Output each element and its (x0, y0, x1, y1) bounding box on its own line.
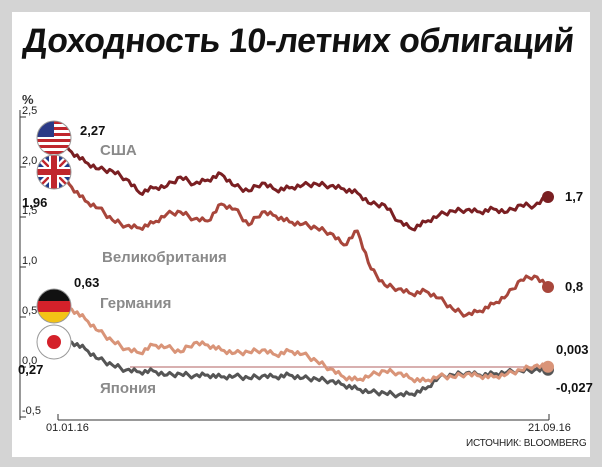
x-start-label: 01.01.16 (46, 422, 89, 434)
series-start-value: 2,27 (80, 123, 105, 138)
y-tick-label: 0,0 (22, 355, 37, 367)
series-start-value: 1,96 (22, 195, 47, 210)
x-end-label: 21.09.16 (528, 422, 571, 434)
series-end-point (542, 191, 554, 203)
series-start-value: 0,27 (18, 362, 43, 377)
uk-flag-icon (36, 154, 72, 190)
series-line (57, 302, 549, 384)
jp-flag-icon (36, 324, 72, 360)
series-end-value: 1,7 (565, 189, 583, 204)
x-axis: 01.01.16 21.09.16 (46, 414, 571, 434)
us-flag-icon (36, 120, 72, 156)
series-end-point (542, 281, 554, 293)
series-end-point (542, 360, 554, 373)
labels-layer: США Великобритания Германия Япония 2,27 1,96 0… (18, 123, 593, 397)
series-end-value: 0,8 (565, 279, 583, 294)
y-tick-label: 2,5 (22, 105, 37, 117)
y-tick-label: 2,0 (22, 155, 37, 167)
series-end-value: 0,003 (556, 342, 589, 357)
series-layer (57, 138, 554, 399)
y-tick-label: -0,5 (22, 405, 41, 417)
series-start-value: 0,63 (74, 275, 99, 290)
y-axis: %2,5 2,0 1,5 1,0 0,5 0,0 -0,5 (19, 92, 41, 420)
source-note: ИСТОЧНИК: BLOOMBERG (466, 438, 587, 449)
chart-panel (12, 12, 590, 457)
series-name-label: Япония (100, 380, 156, 397)
y-tick-label: 1,0 (22, 255, 37, 267)
y-axis-unit: % (22, 92, 34, 107)
y-tick-label: 0,5 (22, 305, 37, 317)
series-line (57, 169, 549, 318)
series-name-label: Великобритания (102, 249, 227, 266)
series-end-value: -0,027 (556, 380, 593, 395)
de-flag-icon (36, 288, 72, 324)
series-line (57, 138, 549, 232)
y-tick-label: 1,5 (22, 205, 37, 217)
series-name-label: США (100, 142, 137, 159)
series-name-label: Германия (100, 295, 171, 312)
